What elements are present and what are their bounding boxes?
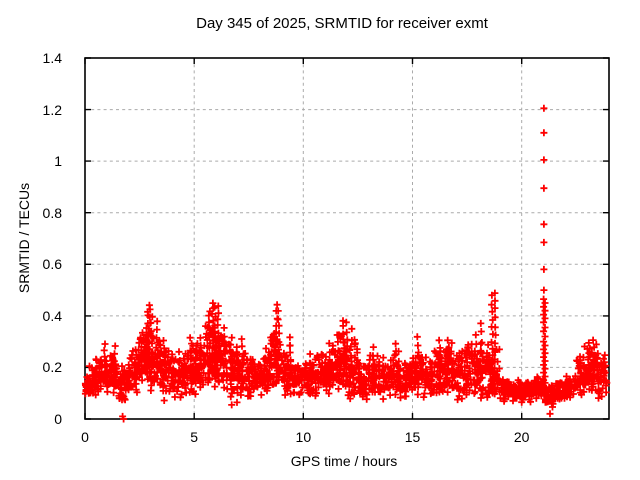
y-tick-label: 1.4 [42,50,62,66]
y-tick-label: 1 [54,153,62,170]
data-points [81,104,611,423]
x-tick-label: 10 [295,429,312,445]
y-tick-label: 0.6 [42,256,62,273]
x-tick-label: 5 [190,429,199,445]
y-tick-label: 0.2 [42,359,62,376]
x-tick-label: 15 [404,429,421,445]
y-tick-label: 0.8 [42,204,62,221]
chart-title: Day 345 of 2025, SRMTID for receiver exm… [196,15,488,32]
x-axis-label: GPS time / hours [290,453,398,469]
y-tick-label: 1.2 [42,101,62,118]
y-tick-label: 0.4 [42,307,62,324]
y-tick-label: 0 [54,411,62,427]
plot-border [84,57,610,420]
y-axis-label: SRMTID / TECUs [16,182,32,294]
x-tick-label: 20 [513,429,530,445]
x-tick-label: 0 [81,429,89,445]
